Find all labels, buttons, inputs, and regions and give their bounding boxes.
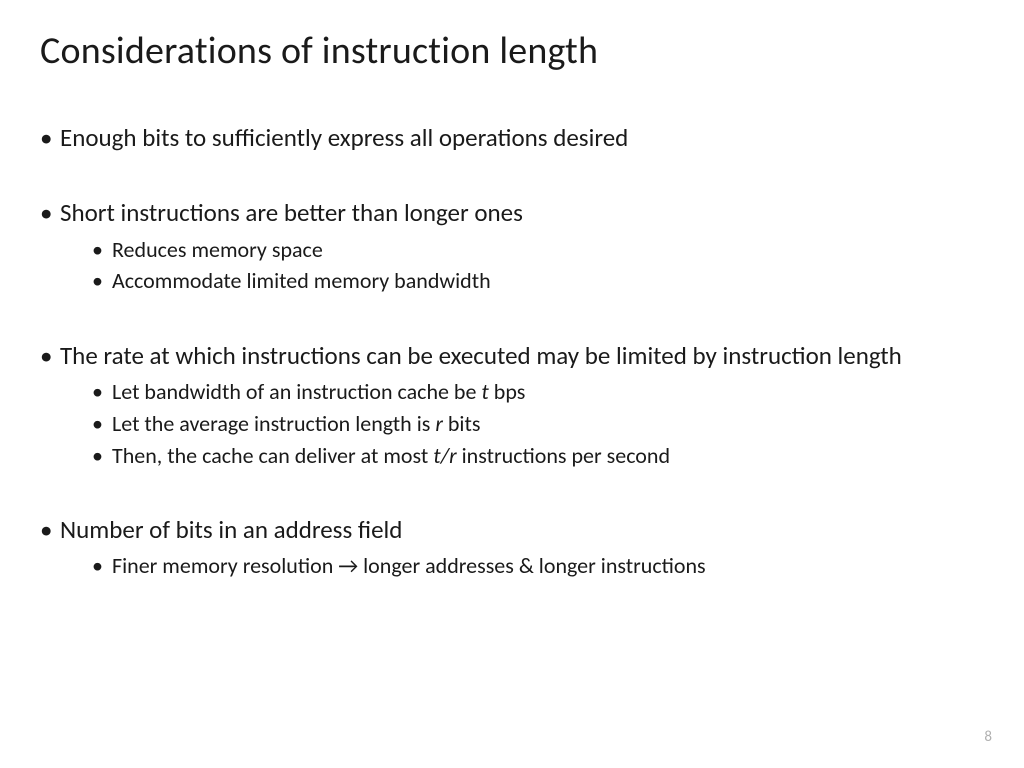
slide-title: Considerations of instruction length [40, 28, 984, 74]
bullet-list-level1: Enough bits to sufficiently express all … [40, 122, 984, 581]
sub-bullet-item: Let the average instruction length is r … [92, 409, 984, 439]
bullet-text: Number of bits in an address field [60, 514, 402, 545]
bullet-text: The rate at which instructions can be ex… [60, 340, 902, 371]
bullet-item: Enough bits to sufficiently express all … [40, 122, 984, 153]
sub-bullet-item: Finer memory resolution → longer address… [92, 551, 984, 581]
bullet-item: Short instructions are better than longe… [40, 197, 984, 296]
sub-bullet-item: Accommodate limited memory bandwidth [92, 266, 984, 296]
sub-bullet-text: Let bandwidth of an instruction cache be… [112, 378, 525, 405]
bullet-list-level2: Reduces memory space Accommodate limited… [92, 235, 984, 296]
sub-bullet-item: Then, the cache can deliver at most t/r … [92, 441, 984, 471]
sub-bullet-item: Let bandwidth of an instruction cache be… [92, 377, 984, 407]
bullet-item: Number of bits in an address field Finer… [40, 514, 984, 581]
bullet-text: Enough bits to sufficiently express all … [60, 122, 628, 153]
slide: Considerations of instruction length Eno… [0, 0, 1024, 768]
bullet-list-level2: Finer memory resolution → longer address… [92, 551, 984, 581]
bullet-list-level2: Let bandwidth of an instruction cache be… [92, 377, 984, 470]
sub-bullet-text: Accommodate limited memory bandwidth [112, 267, 491, 294]
sub-bullet-text: Reduces memory space [112, 236, 323, 263]
page-number: 8 [984, 728, 992, 746]
bullet-text: Short instructions are better than longe… [60, 197, 523, 228]
sub-bullet-text: Let the average instruction length is r … [112, 410, 480, 437]
sub-bullet-text: Then, the cache can deliver at most t/r … [112, 442, 670, 469]
bullet-item: The rate at which instructions can be ex… [40, 340, 984, 470]
sub-bullet-item: Reduces memory space [92, 235, 984, 265]
sub-bullet-text: Finer memory resolution → longer address… [112, 552, 706, 579]
